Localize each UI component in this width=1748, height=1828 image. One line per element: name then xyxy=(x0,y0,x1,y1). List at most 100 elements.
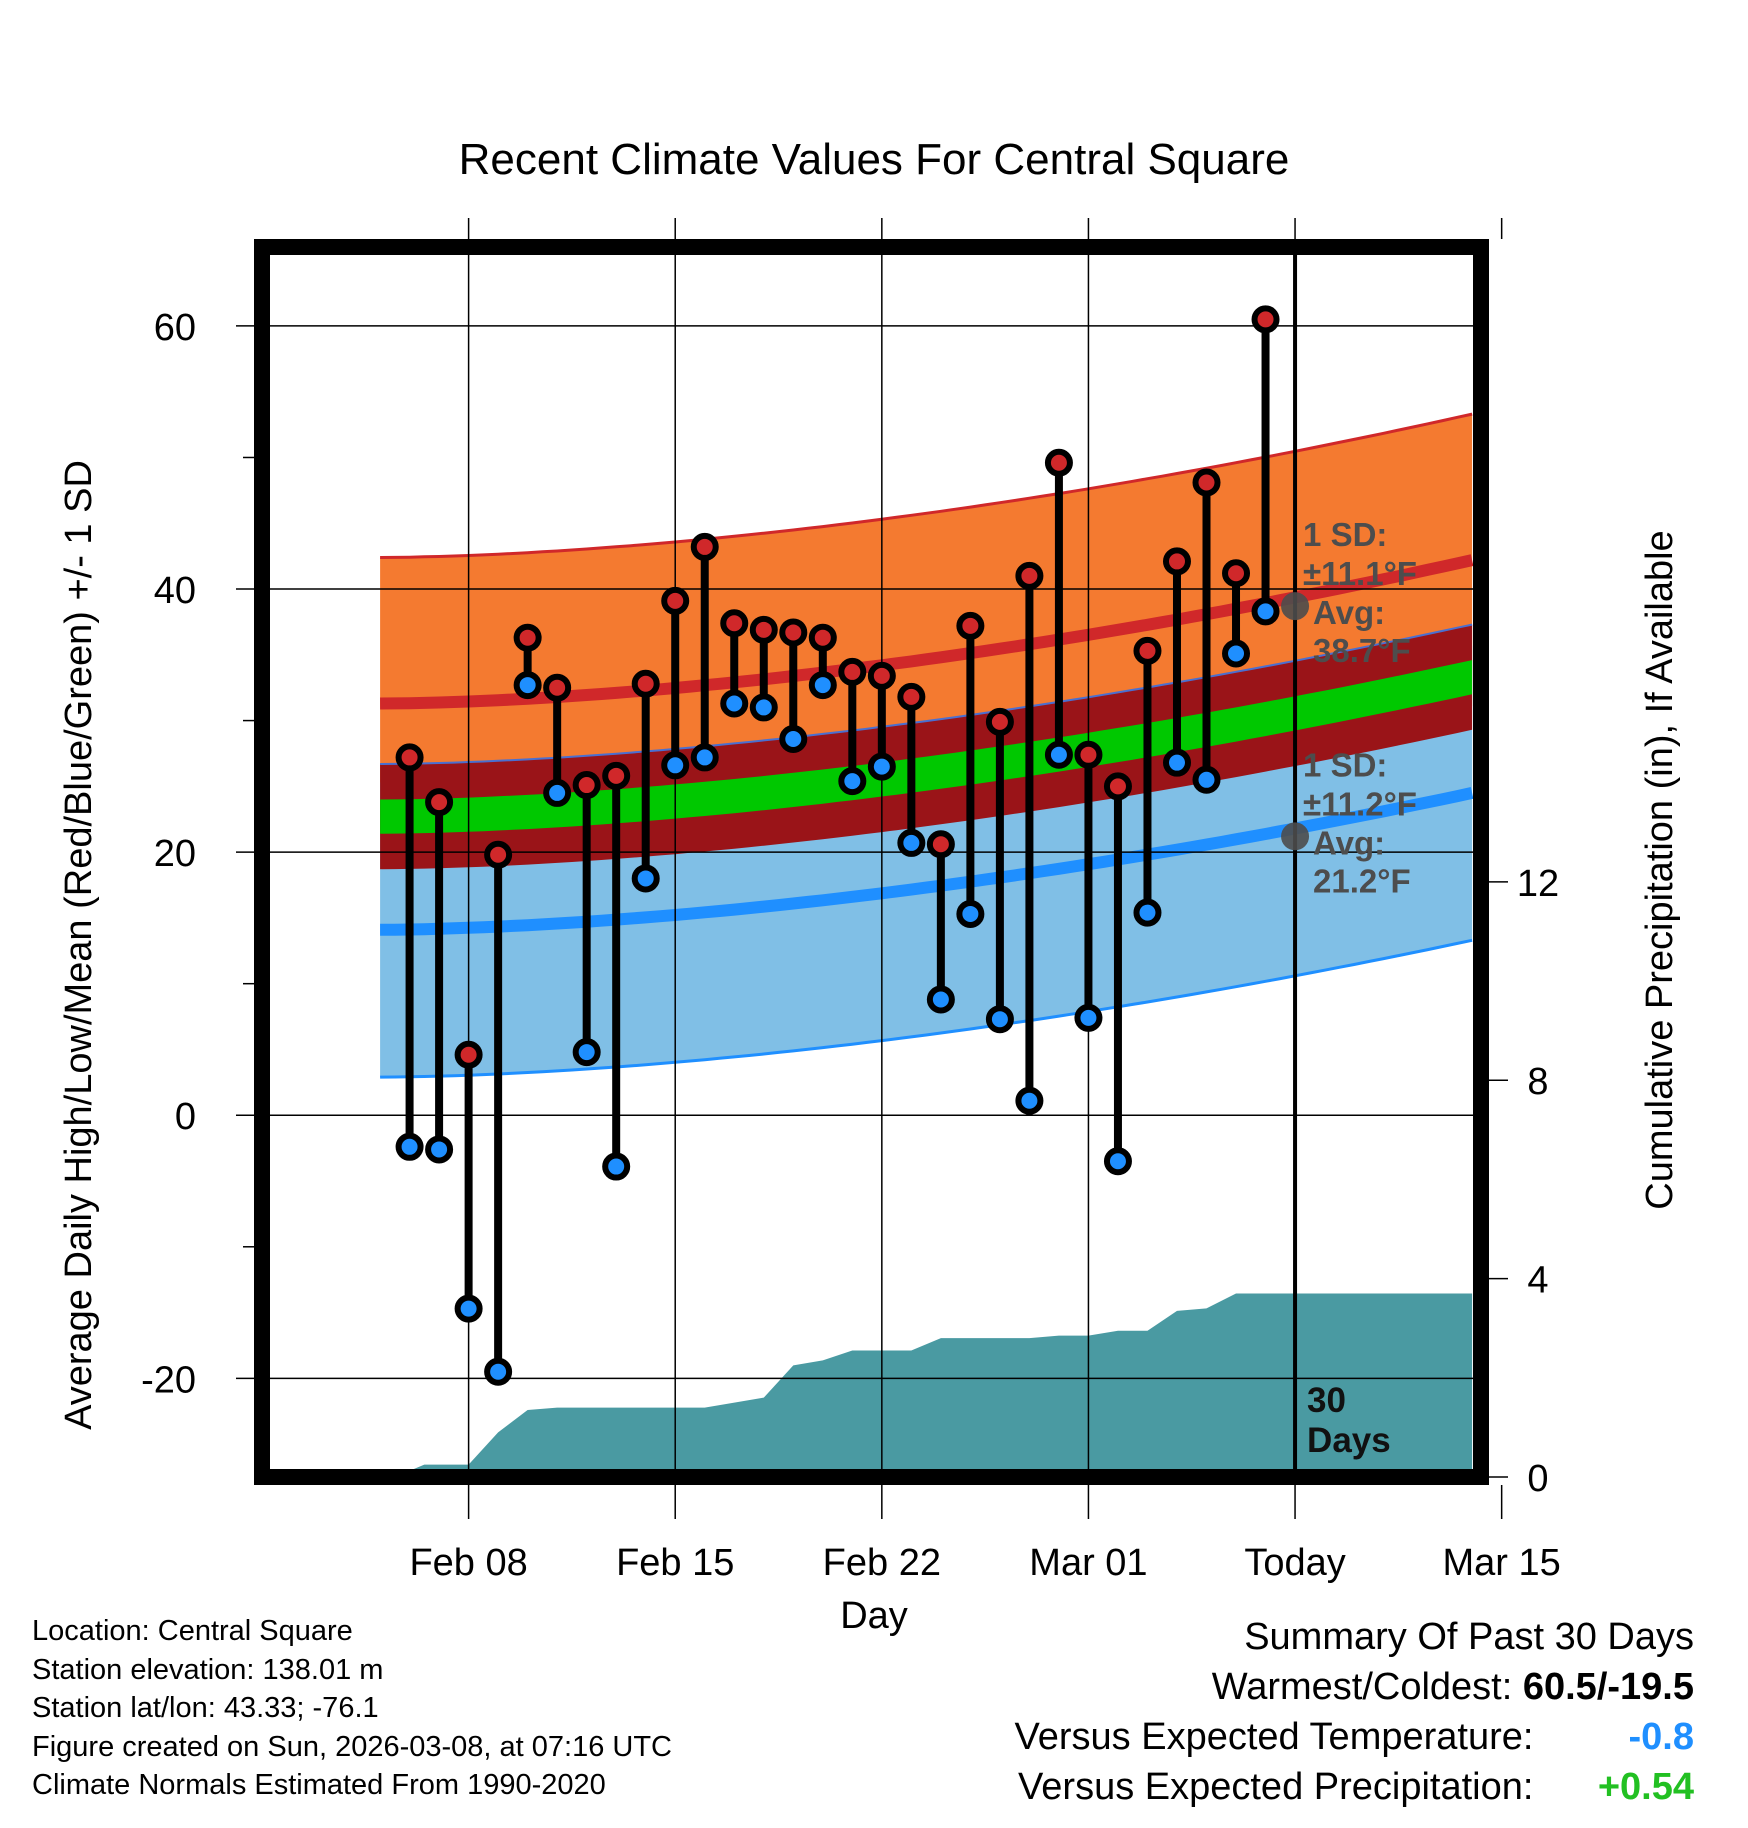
daily-high-point xyxy=(395,743,424,772)
plot-frame xyxy=(254,239,1489,1485)
high-normal-marker xyxy=(1281,592,1310,621)
daily-low-point xyxy=(572,1038,601,1067)
mean-upper-line xyxy=(380,623,1473,765)
low-avg-label: Avg: xyxy=(1313,824,1385,861)
daily-low-point xyxy=(808,671,837,700)
daily-low-point xyxy=(779,725,808,753)
daily-low-point xyxy=(956,899,985,928)
y2-tick-label: 4 xyxy=(1527,1260,1548,1302)
daily-low-point xyxy=(454,1294,483,1323)
daily-high-point xyxy=(1074,740,1103,769)
summary-extremes: Warmest/Coldest: 60.5/-19.5 xyxy=(1015,1662,1694,1712)
y-axis-label: Average Daily High/Low/Mean (Red/Blue/Gr… xyxy=(58,460,100,1430)
daily-high-point xyxy=(1192,468,1221,497)
daily-low-point xyxy=(720,689,749,718)
x-tick-label: Feb 08 xyxy=(409,1542,527,1584)
precip-area xyxy=(380,1293,1473,1477)
daily-low-point xyxy=(425,1135,454,1164)
daily-low-point xyxy=(631,864,660,893)
daily-high-point xyxy=(602,761,631,790)
daily-low-point xyxy=(985,1005,1014,1034)
daily-low-point xyxy=(1133,898,1162,927)
precip-anomaly-value: +0.54 xyxy=(1597,1766,1694,1808)
days-label-number: 30 xyxy=(1307,1381,1346,1420)
daily-high-point xyxy=(513,623,542,652)
x-tick-label: Mar 15 xyxy=(1443,1542,1561,1584)
daily-high-point xyxy=(1103,772,1132,801)
summary-precip: Versus Expected Precipitation: +0.54 xyxy=(1015,1762,1694,1812)
daily-low-point xyxy=(1222,639,1251,668)
daily-low-point xyxy=(1044,740,1073,769)
high-avg-label: Avg: xyxy=(1313,594,1385,631)
daily-high-point xyxy=(1015,561,1044,590)
daily-high-point xyxy=(838,657,867,686)
daily-low-point xyxy=(661,751,690,780)
daily-low-point xyxy=(749,693,778,722)
daily-low-point xyxy=(690,743,719,772)
precip-label: Versus Expected Precipitation: xyxy=(1018,1766,1534,1808)
daily-low-point xyxy=(395,1132,424,1161)
normals-text: Climate Normals Estimated From 1990-2020 xyxy=(32,1769,606,1801)
daily-high-point xyxy=(425,788,454,817)
y2-tick-label: 12 xyxy=(1517,863,1559,905)
summary-title: Summary Of Past 30 Days xyxy=(1244,1616,1694,1658)
daily-high-point xyxy=(749,615,778,644)
temp-label: Versus Expected Temperature: xyxy=(1014,1716,1534,1758)
y-tick-label: 0 xyxy=(175,1096,196,1138)
daily-high-point xyxy=(897,682,926,711)
daily-low-point xyxy=(838,767,867,796)
x-tick-label: Feb 22 xyxy=(823,1542,941,1584)
low-normal-marker xyxy=(1281,822,1310,851)
temp-anomaly-value: -0.8 xyxy=(1628,1716,1694,1758)
daily-low-point xyxy=(602,1152,631,1181)
summary-panel: Summary Of Past 30 Days Warmest/Coldest:… xyxy=(1015,1612,1694,1812)
high-upper-sd-line xyxy=(380,412,1473,559)
x-tick-label: Feb 15 xyxy=(616,1542,734,1584)
y2-tick-label: 0 xyxy=(1527,1458,1548,1500)
high-sd-label: 1 SD: xyxy=(1303,516,1387,553)
daily-high-point xyxy=(1251,305,1280,334)
daily-high-point xyxy=(484,840,513,869)
low-lower-sd-line xyxy=(380,938,1473,1079)
high-sd-value: ±11.1°F xyxy=(1303,555,1417,592)
daily-low-point xyxy=(926,985,955,1014)
daily-high-point xyxy=(1133,636,1162,665)
extremes-value: 60.5/-19.5 xyxy=(1522,1666,1694,1708)
x-tick-label: Mar 01 xyxy=(1029,1542,1147,1584)
station-info: Location: Central Square Station elevati… xyxy=(32,1612,672,1805)
daily-high-point xyxy=(867,661,896,690)
daily-high-point xyxy=(956,611,985,640)
daily-low-point xyxy=(1074,1003,1103,1032)
summary-temp: Versus Expected Temperature: -0.8 xyxy=(1015,1712,1694,1762)
daily-high-point xyxy=(985,707,1014,736)
daily-high-point xyxy=(1222,559,1251,588)
mean-band xyxy=(380,660,1473,834)
y-tick-label: 20 xyxy=(154,833,196,875)
daily-low-point xyxy=(1103,1147,1132,1176)
daily-high-point xyxy=(1044,448,1073,477)
x-tick-label: Today xyxy=(1244,1542,1345,1584)
daily-high-point xyxy=(926,830,955,859)
plot-clipped-group xyxy=(262,247,1481,1477)
daily-high-point xyxy=(720,609,749,638)
x-axis-label: Day xyxy=(840,1595,908,1637)
daily-low-point xyxy=(1015,1086,1044,1115)
low-sd-label: 1 SD: xyxy=(1303,746,1387,783)
daily-low-point xyxy=(513,671,542,700)
daily-high-point xyxy=(543,673,572,702)
daily-high-point xyxy=(1162,547,1191,576)
y-tick-label: 60 xyxy=(154,307,196,349)
daily-high-point xyxy=(454,1040,483,1069)
y2-axis-label: Cumulative Precipitation (in), If Availa… xyxy=(1639,530,1681,1209)
location-text: Location: Central Square xyxy=(32,1615,353,1647)
elevation-text: Station elevation: 138.01 m xyxy=(32,1653,384,1686)
daily-low-point xyxy=(1162,748,1191,777)
high-avg-value: 38.7°F xyxy=(1313,632,1411,669)
daily-high-point xyxy=(631,669,660,698)
latlon-text: Station lat/lon: 43.33; -76.1 xyxy=(32,1692,379,1724)
daily-low-point xyxy=(1251,597,1280,626)
daily-high-point xyxy=(661,586,690,615)
created-text: Figure created on Sun, 2026-03-08, at 07… xyxy=(32,1730,672,1763)
